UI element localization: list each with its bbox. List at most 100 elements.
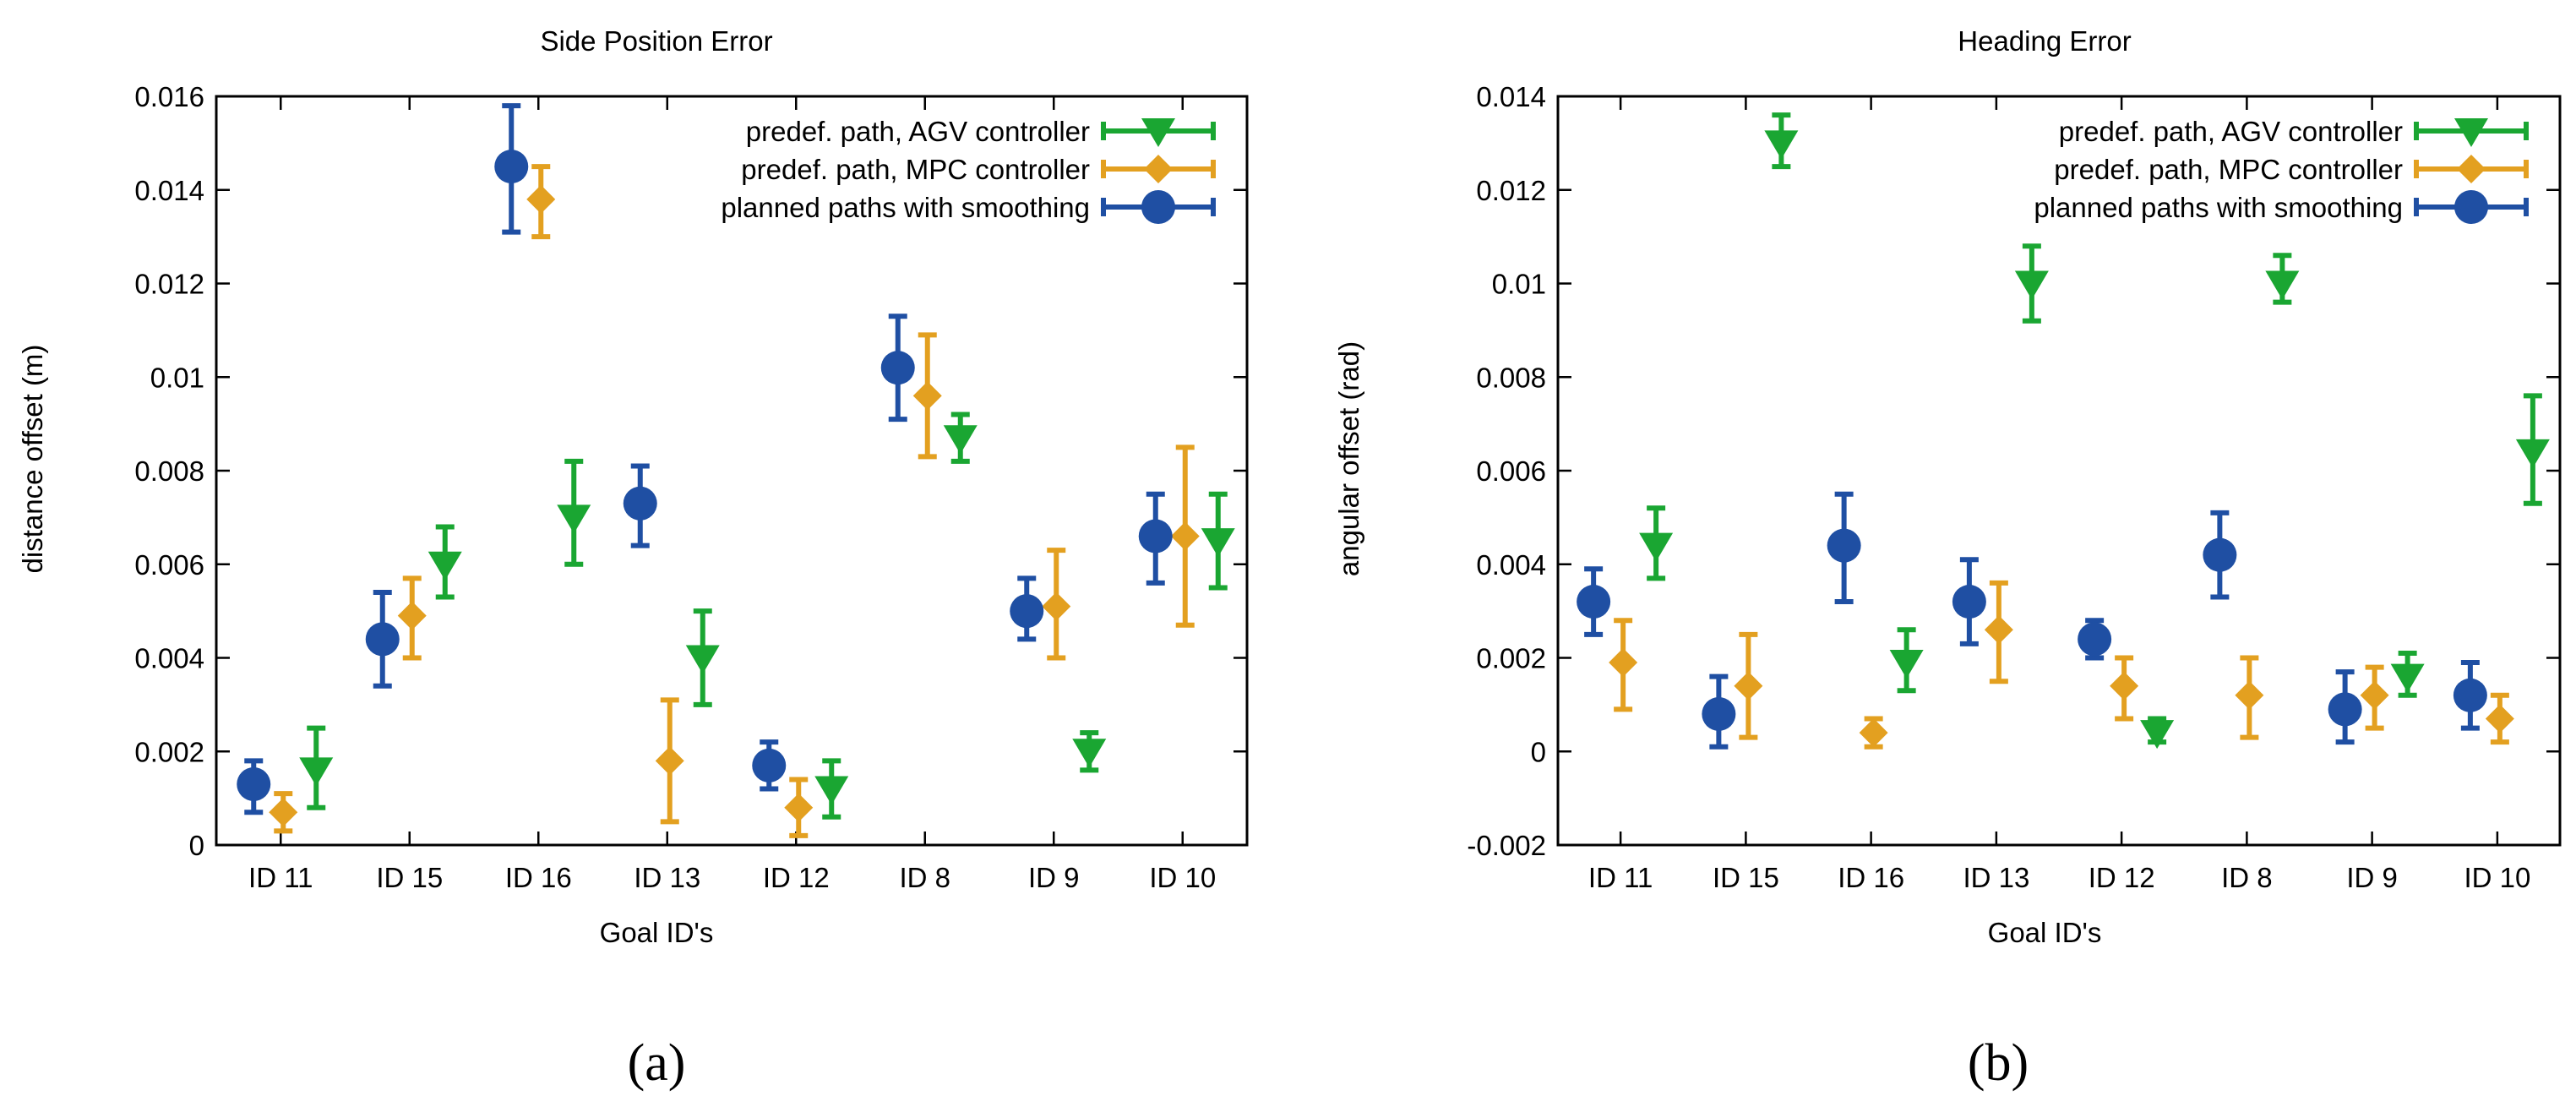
legend: predef. path, AGV controller predef. pat… bbox=[721, 116, 1090, 223]
data-point-smooth bbox=[1010, 594, 1044, 629]
y-tick-label: 0.01 bbox=[150, 362, 204, 393]
data-point-mpc bbox=[2110, 671, 2139, 701]
data-point-smooth bbox=[2328, 692, 2362, 727]
y-tick-label: 0.014 bbox=[134, 175, 204, 206]
x-axis-label: Goal ID's bbox=[1988, 917, 2102, 948]
data-point-agv bbox=[1889, 650, 1924, 679]
x-tick-labels: ID 11 ID 15 ID 16 ID 13 ID 12 ID 8 ID 9 … bbox=[248, 862, 1216, 893]
y-tick-label: 0.01 bbox=[1492, 269, 1546, 300]
x-axis-label: Goal ID's bbox=[600, 917, 714, 948]
legend-label-mpc: predef. path, MPC controller bbox=[741, 154, 1090, 185]
y-tick-label: 0 bbox=[189, 830, 204, 861]
y-tick-label: 0.008 bbox=[1476, 362, 1546, 393]
legend-marker bbox=[1144, 155, 1173, 183]
data-point-smooth bbox=[365, 622, 400, 657]
x-tick-label: ID 11 bbox=[248, 862, 313, 893]
legend-label-smooth: planned paths with smoothing bbox=[2034, 192, 2403, 223]
data-point-agv bbox=[2014, 270, 2049, 300]
plot-area bbox=[1556, 95, 2562, 847]
data-point-agv bbox=[1639, 532, 1674, 562]
data-point-smooth bbox=[2203, 537, 2237, 572]
legend: predef. path, AGV controller predef. pat… bbox=[2034, 116, 2403, 223]
legend-marker bbox=[1141, 118, 1175, 147]
x-tick-label: ID 9 bbox=[2346, 862, 2398, 893]
data-point-mpc bbox=[1042, 592, 1071, 621]
side-position-error-chart: Side Position Error distance offset (m) … bbox=[17, 25, 1249, 1092]
data-point-mpc bbox=[2360, 680, 2389, 710]
data-point-agv bbox=[685, 645, 720, 674]
data-point-agv bbox=[299, 757, 334, 787]
y-tick-label: 0.004 bbox=[134, 643, 204, 674]
data-point-mpc bbox=[655, 746, 684, 776]
data-point-smooth bbox=[1702, 696, 1736, 731]
data-point-mpc bbox=[784, 793, 814, 822]
data-point-mpc bbox=[912, 381, 942, 411]
y-tick-label: 0.014 bbox=[1476, 81, 1546, 112]
y-tick-label: -0.002 bbox=[1467, 830, 1546, 861]
x-tick-label: ID 12 bbox=[2089, 862, 2155, 893]
y-axis-label: angular offset (rad) bbox=[1333, 341, 1364, 576]
legend-marker bbox=[2454, 190, 2488, 224]
data-point-agv bbox=[2265, 270, 2300, 300]
legend-marker bbox=[2457, 155, 2486, 183]
y-tick-label: 0.008 bbox=[134, 455, 204, 487]
data-point-mpc bbox=[2485, 704, 2514, 733]
data-point-smooth bbox=[1827, 528, 1861, 563]
x-tick-label: ID 16 bbox=[1838, 862, 1904, 893]
data-point-mpc bbox=[1859, 718, 1888, 748]
x-tick-labels: ID 11 ID 15 ID 16 ID 13 ID 12 ID 8 ID 9 … bbox=[1588, 862, 2530, 893]
legend-label-agv: predef. path, AGV controller bbox=[746, 116, 1090, 147]
data-point-smooth bbox=[237, 767, 271, 802]
data-point-smooth bbox=[1138, 519, 1173, 553]
x-tick-label: ID 8 bbox=[899, 862, 950, 893]
y-tick-labels: 0 0.002 0.004 0.006 0.008 0.01 0.012 0.0… bbox=[134, 81, 204, 861]
data-point-mpc bbox=[2235, 680, 2264, 710]
heading-error-chart: Heading Error angular offset (rad) Goal … bbox=[1333, 25, 2562, 1092]
data-point-smooth bbox=[2078, 622, 2112, 657]
data-point-agv bbox=[557, 504, 591, 534]
x-tick-label: ID 12 bbox=[763, 862, 830, 893]
y-tick-label: 0.006 bbox=[134, 549, 204, 581]
plot-area bbox=[215, 95, 1249, 847]
data-point-mpc bbox=[269, 798, 298, 827]
x-tick-label: ID 16 bbox=[505, 862, 572, 893]
y-tick-label: 0.004 bbox=[1476, 549, 1546, 581]
x-tick-label: ID 10 bbox=[2464, 862, 2530, 893]
data-point-smooth bbox=[2453, 678, 2487, 712]
data-point-mpc bbox=[1734, 671, 1763, 701]
data-point-mpc bbox=[1984, 615, 2013, 645]
data-point-agv bbox=[814, 776, 849, 805]
chart-title: Heading Error bbox=[1958, 25, 2131, 57]
legend-marker bbox=[2454, 118, 2488, 147]
panel-caption: (a) bbox=[628, 1034, 686, 1092]
data-point-mpc bbox=[1609, 648, 1638, 678]
y-tick-label: 0.016 bbox=[134, 81, 204, 112]
data-point-smooth bbox=[494, 150, 529, 184]
data-point-agv bbox=[2390, 663, 2425, 693]
data-point-agv bbox=[1764, 130, 1799, 160]
data-point-mpc bbox=[526, 184, 556, 214]
legend-marker bbox=[1141, 190, 1175, 224]
legend-label-agv: predef. path, AGV controller bbox=[2059, 116, 2403, 147]
y-tick-label: 0.002 bbox=[134, 736, 204, 767]
x-tick-label: ID 13 bbox=[634, 862, 700, 893]
y-tick-label: 0.012 bbox=[1476, 175, 1546, 206]
data-point-agv bbox=[2515, 439, 2550, 468]
data-point-agv bbox=[1201, 528, 1235, 558]
x-tick-label: ID 9 bbox=[1028, 862, 1080, 893]
data-point-agv bbox=[2140, 720, 2175, 750]
x-tick-label: ID 11 bbox=[1588, 862, 1653, 893]
data-point-agv bbox=[428, 551, 462, 581]
data-point-smooth bbox=[752, 748, 787, 782]
y-tick-label: 0.002 bbox=[1476, 643, 1546, 674]
data-point-mpc bbox=[1170, 521, 1200, 551]
data-point-smooth bbox=[1952, 585, 1986, 619]
data-point-mpc bbox=[397, 601, 427, 630]
y-tick-label: 0.012 bbox=[134, 269, 204, 300]
y-tick-labels: -0.002 0 0.002 0.004 0.006 0.008 0.01 0.… bbox=[1467, 81, 1546, 861]
legend-label-smooth: planned paths with smoothing bbox=[721, 192, 1090, 223]
x-tick-label: ID 10 bbox=[1149, 862, 1216, 893]
panel-caption: (b) bbox=[1968, 1034, 2029, 1092]
data-point-agv bbox=[943, 425, 978, 455]
chart-title: Side Position Error bbox=[540, 25, 772, 57]
